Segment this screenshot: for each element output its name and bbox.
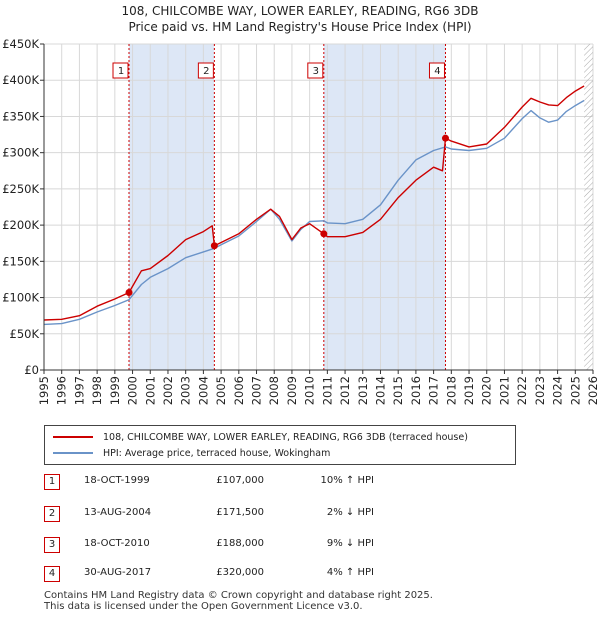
sale-hpi-change: 9% ↓ HPI [326,538,374,549]
y-tick-label: £0 [24,363,39,377]
sale-price: £171,500 [216,507,264,518]
x-tick-label: 2017 [427,376,441,405]
legend-swatch-hpi [53,452,93,454]
x-tick-label: 2000 [126,376,140,405]
y-tick-label: £200K [2,218,39,232]
plot-area [44,44,593,370]
sale-hpi-change: 4% ↑ HPI [326,567,374,578]
x-tick-label: 2020 [480,376,494,405]
sale-date: 13-AUG-2004 [84,507,152,518]
sale-label-box [307,62,324,79]
legend-item-hpi: HPI: Average price, terraced house, Woki… [53,446,330,460]
sale-label-box [428,62,445,79]
x-tick-label: 2002 [161,376,175,405]
sale-point [320,230,328,238]
y-tick-label: £350K [2,109,39,123]
sale-row-2: 2 13-AUG-2004 £171,500 2% ↓ HPI [44,506,444,522]
x-tick-label: 2021 [497,376,511,405]
x-tick-label: 2008 [267,376,281,405]
x-tick-label: 2007 [250,376,264,405]
sale-point [441,134,449,142]
sale-price: £320,000 [216,567,264,578]
sale-number-badge: 2 [44,506,60,522]
x-tick-label: 2006 [232,376,246,405]
forecast-hatch [584,44,593,370]
sale-number-badge: 1 [44,474,60,490]
x-tick-label: 2009 [285,376,299,405]
x-tick-label: 2026 [586,376,600,405]
footer-credit: Contains HM Land Registry data © Crown c… [44,590,433,612]
x-tick-label: 2019 [462,376,476,405]
x-tick-label: 1999 [108,376,122,405]
y-tick-label: £250K [2,182,39,196]
sale-label-number: 4 [434,66,440,77]
sale-date: 30-AUG-2017 [84,567,152,578]
sale-label-number: 2 [203,66,209,77]
sale-label-number: 3 [313,66,319,77]
x-tick-label: 2018 [444,376,458,405]
hpi-line [43,99,585,326]
y-tick-label: £50K [10,327,40,341]
legend-swatch-price [53,436,93,438]
x-tick-label: 2012 [338,376,352,405]
x-tick-label: 2023 [533,376,547,405]
sale-row-3: 3 18-OCT-2010 £188,000 9% ↓ HPI [44,537,444,553]
sale-price: £188,000 [216,538,264,549]
y-tick-label: £400K [2,73,39,87]
sale-row-4: 4 30-AUG-2017 £320,000 4% ↑ HPI [44,566,444,582]
x-tick-label: 2014 [373,376,387,405]
chart-title-line2: Price paid vs. HM Land Registry's House … [128,20,472,34]
x-tick-label: 1996 [55,376,69,405]
chart-title-line1: 108, CHILCOMBE WAY, LOWER EARLEY, READIN… [121,4,479,18]
sale-label-box [112,62,129,79]
x-tick-label: 2022 [515,376,529,405]
sale-price: £107,000 [216,475,264,486]
sale-number-badge: 4 [44,566,60,582]
x-tick-label: 2013 [356,376,370,405]
y-tick-label: £450K [2,37,39,51]
x-tick-label: 2016 [409,376,423,405]
x-tick-label: 2015 [391,376,405,405]
sale-row-1: 1 18-OCT-1999 £107,000 10% ↑ HPI [44,474,444,490]
x-tick-label: 2005 [214,376,228,405]
sale-date: 18-OCT-1999 [84,475,150,486]
x-tick-label: 2010 [303,376,317,405]
sale-point [125,288,133,296]
sale-hpi-change: 10% ↑ HPI [320,475,374,486]
x-tick-label: 2025 [568,376,582,405]
legend-label-hpi: HPI: Average price, terraced house, Woki… [103,447,331,459]
sale-date: 18-OCT-2010 [84,538,150,549]
y-tick-label: £150K [2,254,39,268]
sale-label-number: 1 [118,66,124,77]
x-tick-label: 1995 [37,376,51,405]
legend-item-price: 108, CHILCOMBE WAY, LOWER EARLEY, READIN… [53,430,468,444]
sale-period-shade [323,44,446,370]
price-chart: 1 2 3 4 £0 £50K £100K £150K £200K £250K £300K £350… [2,37,600,405]
sale-period-shade [129,44,215,370]
footer-line-2: This data is licensed under the Open Gov… [44,601,363,612]
x-tick-label: 2024 [551,376,565,405]
x-tick-label: 1998 [90,376,104,405]
x-tick-label: 2011 [320,376,334,405]
x-tick-label: 2004 [196,376,210,405]
y-tick-label: £100K [2,291,39,305]
legend-label-price: 108, CHILCOMBE WAY, LOWER EARLEY, READIN… [103,431,468,443]
x-tick-label: 1997 [72,376,86,405]
sale-label-box [197,62,214,79]
x-tick-label: 2003 [179,376,193,405]
sale-hpi-change: 2% ↓ HPI [326,507,374,518]
x-tick-label: 2001 [143,376,157,405]
chart-legend: 108, CHILCOMBE WAY, LOWER EARLEY, READIN… [44,425,516,465]
footer-line-1: Contains HM Land Registry data © Crown c… [44,590,433,601]
y-tick-label: £300K [2,146,39,160]
sale-point [210,242,218,250]
sale-number-badge: 3 [44,537,60,553]
